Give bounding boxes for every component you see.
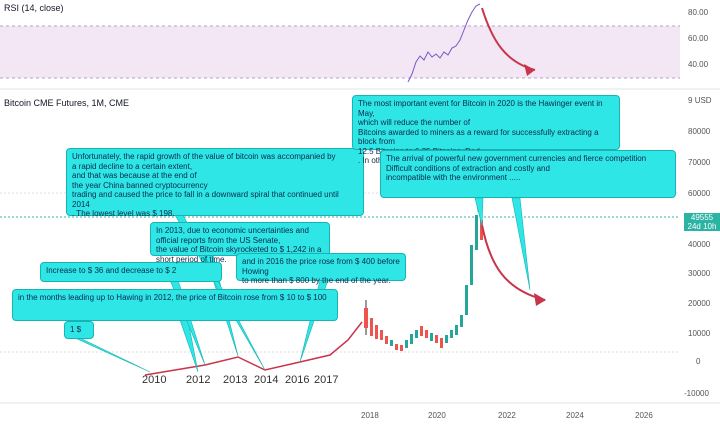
price-tick: 70000 xyxy=(688,158,711,167)
rsi-arrowhead xyxy=(524,64,535,76)
year-label: 2016 xyxy=(285,374,310,386)
candles xyxy=(364,215,483,351)
price-tick: 80000 xyxy=(688,127,711,136)
rsi-line xyxy=(407,3,481,83)
callout-8[interactable]: The arrival of powerful new government c… xyxy=(380,150,676,198)
callout-7[interactable]: The most important event for Bitcoin in … xyxy=(352,95,620,165)
price-tick: 10000 xyxy=(688,329,711,338)
projection-arrowhead xyxy=(534,293,546,306)
rsi-pane[interactable]: RSI (14, close) 80.00 60.00 40.00 xyxy=(0,0,720,88)
price-tick: 0 xyxy=(696,357,701,366)
price-tick: -10000 xyxy=(684,389,709,398)
time-tick: 2024 xyxy=(566,411,584,420)
bar-countdown: 24d 10h xyxy=(687,222,717,231)
callout-pointer xyxy=(511,197,531,291)
year-label: 2014 xyxy=(254,374,279,386)
rsi-tick-80: 80.00 xyxy=(688,8,709,17)
currency-code: USD xyxy=(694,96,712,105)
callout-3[interactable]: Increase to $ 36 and decrease to $ 2 xyxy=(40,262,222,282)
year-label: 2012 xyxy=(186,374,211,386)
rsi-tick-60: 60.00 xyxy=(688,34,709,43)
currency-glyph: 9 xyxy=(688,96,693,105)
projection-arrow xyxy=(481,224,546,301)
price-tick: 20000 xyxy=(688,299,711,308)
time-tick: 2026 xyxy=(635,411,653,420)
callout-pointer xyxy=(179,319,199,373)
price-tick: 40000 xyxy=(688,240,711,249)
time-tick: 2022 xyxy=(498,411,516,420)
year-label: 2013 xyxy=(223,374,248,386)
currency-label: 9 USD xyxy=(688,96,712,105)
rsi-band xyxy=(0,26,680,78)
price-tick: 60000 xyxy=(688,189,711,198)
callout-5[interactable]: and in 2016 the price rose from $ 400 be… xyxy=(236,253,406,285)
last-price: 49555 xyxy=(690,213,714,222)
time-tick: 2020 xyxy=(428,411,446,420)
main-title[interactable]: Bitcoin CME Futures, 1M, CME xyxy=(4,98,130,108)
callout-4[interactable]: In 2013, due to economic uncertainties a… xyxy=(150,222,330,264)
year-label: 2010 xyxy=(142,374,167,386)
time-tick: 2018 xyxy=(361,411,379,420)
last-price-tag: 49555 24d 10h xyxy=(684,213,720,231)
callout-pointer xyxy=(74,337,151,373)
callout-6[interactable]: Unfortunately, the rapid growth of the v… xyxy=(66,148,364,218)
callout-pointer xyxy=(474,197,484,227)
rsi-tick-40: 40.00 xyxy=(688,60,709,69)
callout-2[interactable]: in the months leading up to Hawing in 20… xyxy=(12,289,338,321)
callout-1[interactable]: 1 $ xyxy=(64,321,94,339)
price-tick: 30000 xyxy=(688,269,711,278)
rsi-title[interactable]: RSI (14, close) xyxy=(4,3,64,13)
year-label: 2017 xyxy=(314,374,339,386)
